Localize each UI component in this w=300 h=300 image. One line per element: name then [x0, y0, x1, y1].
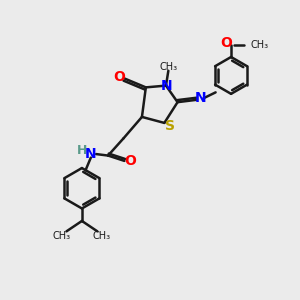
Text: CH₃: CH₃ [93, 231, 111, 241]
Text: S: S [165, 119, 175, 133]
Text: CH₃: CH₃ [251, 40, 269, 50]
Text: N: N [161, 79, 172, 93]
Text: CH₃: CH₃ [53, 231, 71, 241]
Text: CH₃: CH₃ [159, 61, 177, 72]
Text: O: O [113, 70, 125, 84]
Text: H: H [77, 144, 88, 157]
Text: O: O [124, 154, 136, 168]
Text: O: O [221, 36, 232, 50]
Text: N: N [85, 147, 97, 161]
Text: N: N [195, 91, 207, 105]
